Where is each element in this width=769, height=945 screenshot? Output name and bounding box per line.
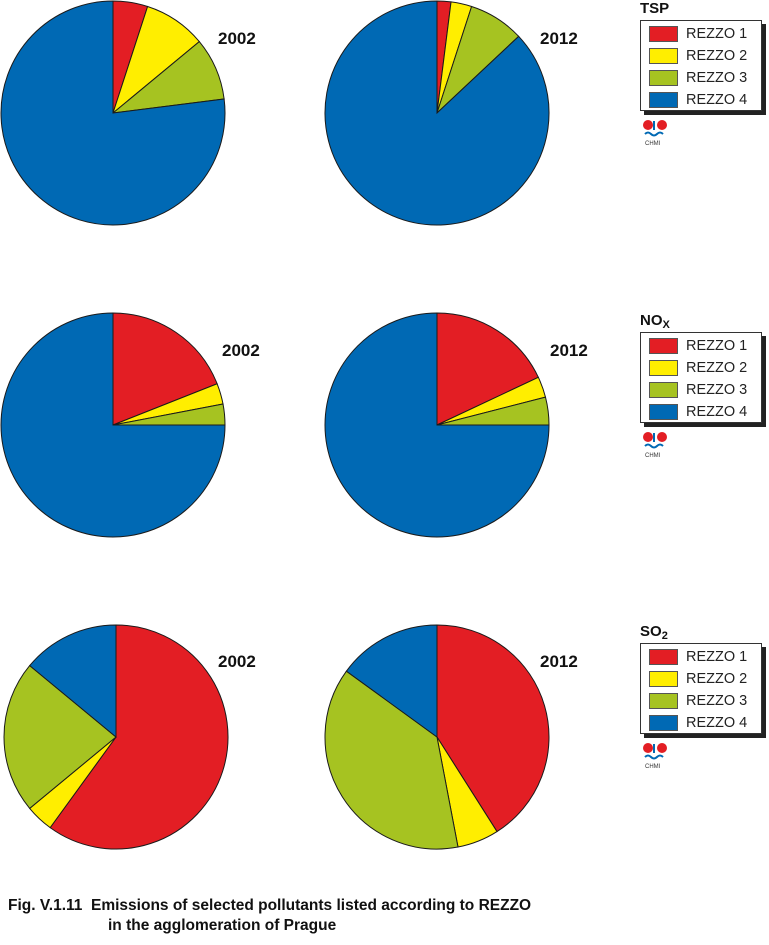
pie-slice-nox-2012-rezzo-1 bbox=[436, 312, 540, 426]
legend-item: REZZO 2 bbox=[649, 359, 747, 377]
legend-item: REZZO 4 bbox=[649, 91, 747, 109]
legend-item: REZZO 3 bbox=[649, 69, 747, 87]
pie-slice-so2-2012-rezzo-1 bbox=[436, 624, 550, 833]
legend-item: REZZO 4 bbox=[649, 403, 747, 421]
pie-charts: 2002 2012 2002 2012 2002 2012 bbox=[0, 0, 588, 850]
legend-swatch bbox=[649, 404, 678, 420]
legend-label: REZZO 1 bbox=[686, 26, 748, 42]
chmi-logo-icon: CHMI bbox=[643, 120, 667, 147]
legend-swatch bbox=[649, 26, 678, 42]
pie-year-label: 2002 bbox=[218, 29, 256, 48]
legend-swatch bbox=[649, 70, 678, 86]
legend-box: REZZO 1 REZZO 2 REZZO 3 REZZO 4 bbox=[640, 20, 762, 111]
legend-item: REZZO 4 bbox=[649, 714, 747, 732]
pie-slice-so2-2012-rezzo-4 bbox=[345, 624, 438, 738]
legend-title: NOX bbox=[640, 312, 670, 331]
legend-label: REZZO 3 bbox=[686, 70, 748, 86]
svg-text:CHMI: CHMI bbox=[645, 453, 661, 459]
legend-swatch bbox=[649, 649, 678, 665]
legend-item: REZZO 1 bbox=[649, 337, 747, 355]
legend-swatch bbox=[649, 360, 678, 376]
pie-slice-nox-2002-rezzo-1 bbox=[112, 312, 218, 426]
legend-item: REZZO 3 bbox=[649, 381, 747, 399]
legend-label: REZZO 1 bbox=[686, 649, 748, 665]
pie-year-label: 2012 bbox=[550, 341, 588, 360]
pie-slice-so2-2012-rezzo-3 bbox=[324, 670, 459, 850]
pie-slice-nox-2002-rezzo-4 bbox=[0, 312, 226, 538]
legend-swatch bbox=[649, 338, 678, 354]
pie-slice-so2-2002-rezzo-3 bbox=[3, 664, 117, 810]
legend-item: REZZO 2 bbox=[649, 670, 747, 688]
pie-year-label: 2012 bbox=[540, 29, 578, 48]
legend-item: REZZO 3 bbox=[649, 692, 747, 710]
pie-slice-tsp-2012-rezzo-4 bbox=[324, 0, 550, 226]
pie-slice-tsp-2002-rezzo-4 bbox=[0, 0, 226, 226]
legend-label: REZZO 2 bbox=[686, 360, 748, 376]
legend-swatch bbox=[649, 48, 678, 64]
legend-title: TSP bbox=[640, 0, 670, 17]
legend-label: REZZO 2 bbox=[686, 671, 748, 687]
caption-line-2: in the agglomeration of Prague bbox=[108, 917, 337, 934]
legend-label: REZZO 4 bbox=[686, 715, 748, 731]
legend-box: REZZO 1 REZZO 2 REZZO 3 REZZO 4 bbox=[640, 332, 762, 423]
legend-label: REZZO 1 bbox=[686, 338, 748, 354]
legend-label: REZZO 4 bbox=[686, 404, 748, 420]
pie-year-label: 2002 bbox=[222, 341, 260, 360]
legend-swatch bbox=[649, 671, 678, 687]
caption-line-1: Fig. V.1.11 Emissions of selected pollut… bbox=[8, 897, 532, 914]
svg-text:CHMI: CHMI bbox=[645, 141, 661, 147]
legend-swatch bbox=[649, 382, 678, 398]
legend-item: REZZO 1 bbox=[649, 25, 747, 43]
legend-label: REZZO 4 bbox=[686, 92, 748, 108]
legend-item: REZZO 2 bbox=[649, 47, 747, 65]
legend-swatch bbox=[649, 92, 678, 108]
legend-swatch bbox=[649, 715, 678, 731]
legend-label: REZZO 2 bbox=[686, 48, 748, 64]
legend-swatch bbox=[649, 693, 678, 709]
chmi-logo-icon: CHMI bbox=[643, 743, 667, 770]
legend-label: REZZO 3 bbox=[686, 693, 748, 709]
pie-slice-so2-2002-rezzo-1 bbox=[49, 624, 229, 850]
pie-slice-so2-2002-rezzo-4 bbox=[28, 624, 117, 739]
pie-year-label: 2002 bbox=[218, 652, 256, 671]
legend-item: REZZO 1 bbox=[649, 648, 747, 666]
legend-box: REZZO 1 REZZO 2 REZZO 3 REZZO 4 bbox=[640, 643, 762, 734]
figure-caption: Fig. V.1.11 Emissions of selected pollut… bbox=[8, 896, 531, 936]
pie-year-label: 2012 bbox=[540, 652, 578, 671]
legend-title: SO2 bbox=[640, 623, 668, 642]
svg-text:CHMI: CHMI bbox=[645, 764, 661, 770]
chmi-logo-icon: CHMI bbox=[643, 432, 667, 459]
legend-label: REZZO 3 bbox=[686, 382, 748, 398]
pie-slice-nox-2012-rezzo-4 bbox=[324, 312, 550, 538]
